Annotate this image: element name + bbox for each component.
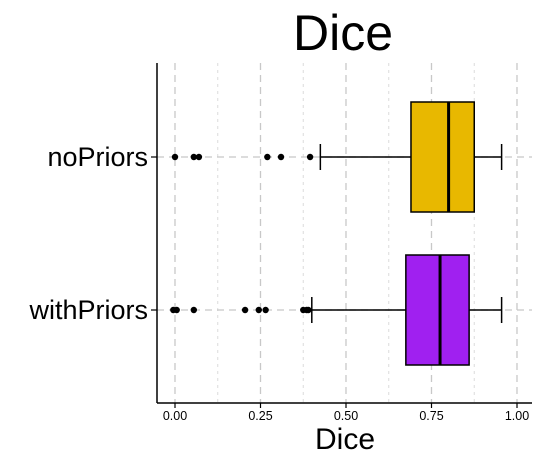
outlier-point [255, 306, 262, 314]
outlier-point [262, 306, 269, 314]
y-tick-label: noPriors [47, 142, 148, 172]
iqr-box [410, 101, 476, 213]
outlier-point [171, 153, 179, 161]
box-noPriors [171, 101, 503, 213]
x-axis-label: Dice [315, 423, 375, 456]
y-axis-ticks: noPriors withPriors [28, 142, 157, 325]
x-tick-label: 0.00 [163, 409, 187, 423]
outlier-point [241, 306, 249, 314]
grid-lines [157, 63, 532, 403]
x-tick-label: 0.75 [419, 409, 443, 423]
x-tick-label: 1.00 [505, 409, 529, 423]
outlier-point [305, 306, 312, 314]
iqr-box [405, 254, 470, 366]
x-axis-ticks: 0.00 0.25 0.50 0.75 1.00 [163, 403, 529, 423]
outlier-point [277, 153, 285, 161]
x-tick-label: 0.25 [248, 409, 272, 423]
chart-title: Dice [293, 5, 393, 61]
box-withPriors [170, 254, 503, 366]
outlier-point [195, 153, 203, 161]
boxes-layer [170, 101, 503, 366]
y-tick-label: withPriors [28, 295, 148, 325]
outlier-point [190, 153, 198, 161]
outlier-point [306, 153, 314, 161]
outlier-point [190, 306, 198, 314]
outlier-point [173, 306, 180, 314]
x-tick-label: 0.50 [334, 409, 358, 423]
outlier-point [264, 153, 271, 161]
